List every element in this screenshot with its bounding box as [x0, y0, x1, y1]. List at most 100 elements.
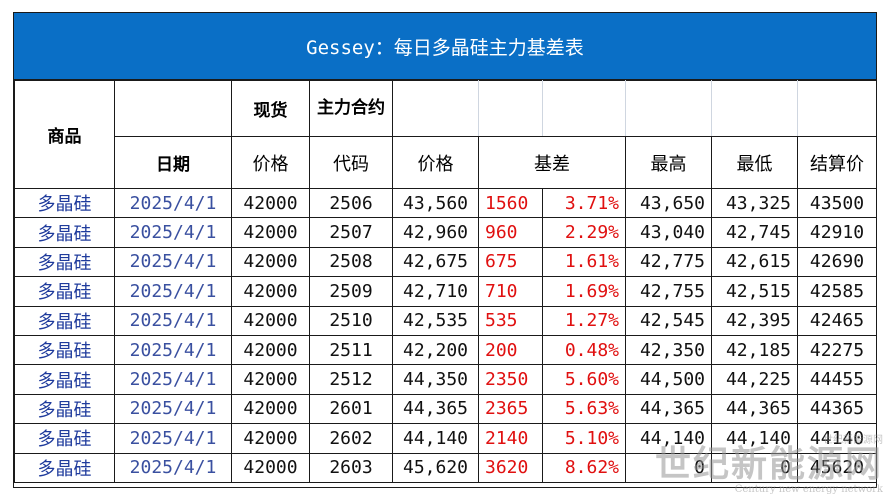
cell-basis: 2365 — [478, 393, 543, 425]
cell-contract-code: 2507 — [309, 217, 393, 248]
cell-date: 2025/4/1 — [114, 393, 232, 425]
header-high: 最高 — [625, 136, 712, 189]
cell-futures-price: 45,620 — [392, 452, 479, 483]
cell-contract-code: 2512 — [309, 364, 393, 395]
cell-settle: 44455 — [797, 364, 877, 395]
cell-spot-price: 42000 — [231, 364, 310, 395]
cell-date: 2025/4/1 — [114, 187, 232, 219]
header-product: 商品 — [14, 80, 115, 189]
cell-basis-percent: 1.27% — [542, 305, 626, 336]
header-main-contract: 主力合约 — [309, 80, 393, 137]
cell-date: 2025/4/1 — [114, 217, 232, 248]
cell-basis-percent: 1.69% — [542, 276, 626, 307]
table-row: 多晶硅 2025/4/1 42000 2601 44,365 2365 5.63% 44,36… — [14, 393, 877, 425]
cell-date: 2025/4/1 — [114, 246, 232, 278]
cell-spot-price: 42000 — [231, 217, 310, 248]
cell-high: 43,650 — [625, 187, 712, 219]
cell-futures-price: 42,710 — [392, 276, 479, 307]
cell-settle: 42585 — [797, 276, 877, 307]
cell-contract-code: 2508 — [309, 246, 393, 278]
cell-futures-price: 43,560 — [392, 187, 479, 219]
cell-spot-price: 42000 — [231, 423, 310, 454]
cell-high: 44,500 — [625, 364, 712, 395]
cell-settle: 43500 — [797, 187, 877, 219]
cell-low: 43,325 — [711, 187, 798, 219]
cell-low: 44,140 — [711, 423, 798, 454]
cell-high: 42,755 — [625, 276, 712, 307]
cell-contract-code: 2509 — [309, 276, 393, 307]
cell-contract-code: 2510 — [309, 305, 393, 336]
cell-futures-price: 44,350 — [392, 364, 479, 395]
cell-contract-code: 2601 — [309, 393, 393, 425]
table-row: 多晶硅 2025/4/1 42000 2507 42,960 960 2.29% 43,040… — [14, 217, 877, 248]
cell-contract-code: 2506 — [309, 187, 393, 219]
cell-low: 44,365 — [711, 393, 798, 425]
basis-table-frame: Gessey：每日多晶硅主力基差表 商品 现货 主力合约 — [13, 12, 877, 488]
cell-high: 44,140 — [625, 423, 712, 454]
cell-spot-price: 42000 — [231, 334, 310, 366]
table-title: Gessey：每日多晶硅主力基差表 — [14, 13, 876, 80]
header-blank — [478, 80, 543, 137]
cell-basis: 535 — [478, 305, 543, 336]
cell-contract-code: 2603 — [309, 452, 393, 483]
header-blank — [797, 80, 877, 137]
cell-low: 0 — [711, 452, 798, 483]
cell-date: 2025/4/1 — [114, 276, 232, 307]
cell-basis: 1560 — [478, 187, 543, 219]
table-row: 多晶硅 2025/4/1 42000 2508 42,675 675 1.61% 42,775… — [14, 246, 877, 278]
cell-basis: 2140 — [478, 423, 543, 454]
table-row: 多晶硅 2025/4/1 42000 2510 42,535 535 1.27% 42,545… — [14, 305, 877, 336]
cell-spot-price: 42000 — [231, 393, 310, 425]
basis-table: 商品 现货 主力合约 日期 价格 代码 价格 基差 最高 最低 结算价 多晶硅 2… — [14, 80, 877, 483]
header-row-2: 日期 价格 代码 价格 基差 最高 最低 结算价 — [15, 136, 877, 189]
cell-low: 42,185 — [711, 334, 798, 366]
header-row-1: 商品 现货 主力合约 — [14, 80, 877, 189]
table-row: 多晶硅 2025/4/1 42000 2509 42,710 710 1.69% 42,755… — [14, 276, 877, 307]
cell-basis-percent: 3.71% — [542, 187, 626, 219]
cell-settle: 42465 — [797, 305, 877, 336]
header-blank — [542, 80, 626, 137]
header-date: 日期 — [114, 136, 232, 189]
cell-low: 44,225 — [711, 364, 798, 395]
cell-settle: 42910 — [797, 217, 877, 248]
cell-basis: 3620 — [478, 452, 543, 483]
header-settle: 结算价 — [797, 136, 877, 189]
cell-date: 2025/4/1 — [114, 305, 232, 336]
table-row: 多晶硅 2025/4/1 42000 2603 45,620 3620 8.62% 0 0 456… — [14, 452, 877, 483]
cell-low: 42,615 — [711, 246, 798, 278]
cell-basis: 960 — [478, 217, 543, 248]
cell-spot-price: 42000 — [231, 452, 310, 483]
header-spot: 现货 — [231, 80, 310, 137]
cell-product: 多晶硅 — [14, 305, 115, 336]
table-row: 多晶硅 2025/4/1 42000 2506 43,560 1560 3.71% 43,65… — [14, 187, 877, 219]
cell-contract-code: 2511 — [309, 334, 393, 366]
cell-product: 多晶硅 — [14, 364, 115, 395]
cell-basis: 200 — [478, 334, 543, 366]
cell-product: 多晶硅 — [14, 276, 115, 307]
cell-spot-price: 42000 — [231, 246, 310, 278]
cell-settle: 42275 — [797, 334, 877, 366]
header-futures-price: 价格 — [392, 136, 479, 189]
cell-spot-price: 42000 — [231, 276, 310, 307]
header-blank — [711, 80, 798, 137]
cell-product: 多晶硅 — [14, 217, 115, 248]
table-row: 多晶硅 2025/4/1 42000 2512 44,350 2350 5.60% 44,50… — [14, 364, 877, 395]
cell-high: 43,040 — [625, 217, 712, 248]
cell-settle: 44365 — [797, 393, 877, 425]
cell-product: 多晶硅 — [14, 452, 115, 483]
cell-settle: 44140 — [797, 423, 877, 454]
cell-basis: 2350 — [478, 364, 543, 395]
cell-product: 多晶硅 — [14, 423, 115, 454]
cell-date: 2025/4/1 — [114, 364, 232, 395]
cell-product: 多晶硅 — [14, 187, 115, 219]
cell-contract-code: 2602 — [309, 423, 393, 454]
cell-futures-price: 42,200 — [392, 334, 479, 366]
cell-basis: 710 — [478, 276, 543, 307]
table-row: 多晶硅 2025/4/1 42000 2602 44,140 2140 5.10% 44,14… — [14, 423, 877, 454]
cell-basis-percent: 2.29% — [542, 217, 626, 248]
cell-spot-price: 42000 — [231, 187, 310, 219]
cell-basis: 675 — [478, 246, 543, 278]
cell-product: 多晶硅 — [14, 393, 115, 425]
cell-date: 2025/4/1 — [114, 452, 232, 483]
cell-date: 2025/4/1 — [114, 423, 232, 454]
